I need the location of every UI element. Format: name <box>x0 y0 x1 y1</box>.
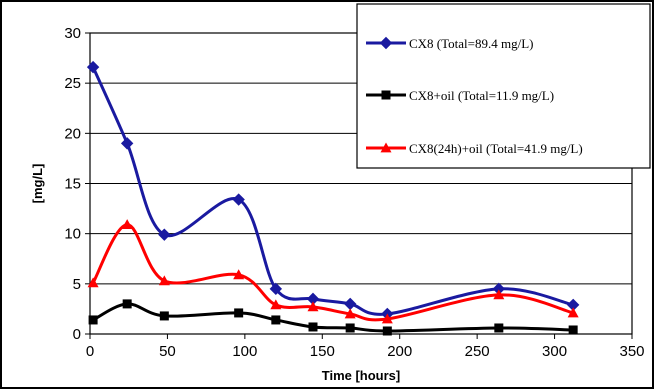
data-point <box>344 308 356 319</box>
y-tick-label: 15 <box>64 176 81 193</box>
x-tick-label: 300 <box>542 343 567 360</box>
y-tick-label: 25 <box>64 75 81 92</box>
data-point <box>87 277 99 288</box>
data-point <box>88 315 98 325</box>
data-point <box>307 301 319 312</box>
series-line <box>91 223 574 322</box>
data-point <box>493 289 505 300</box>
data-point <box>233 269 245 280</box>
data-point <box>86 60 100 74</box>
legend: CX8 (Total=89.4 mg/L) CX8+oil (Total=11.9… <box>356 3 651 169</box>
x-axis-title: Time [hours] <box>322 368 401 383</box>
legend-entry: CX8+oil (Total=11.9 mg/L) <box>409 88 554 103</box>
data-point <box>270 299 282 310</box>
data-point <box>120 137 134 150</box>
legend-entry: CX8 (Total=89.4 mg/L) <box>409 36 534 51</box>
x-tick-label: 200 <box>387 343 412 360</box>
data-point <box>234 308 244 318</box>
y-tick-label: 20 <box>64 125 81 142</box>
series-layer <box>86 60 580 336</box>
x-tick-label: 250 <box>465 343 490 360</box>
data-point <box>158 275 170 286</box>
x-tick-label: 100 <box>232 343 257 360</box>
data-point <box>308 322 318 332</box>
data-point <box>494 323 504 333</box>
data-point <box>232 193 245 206</box>
data-point <box>269 282 283 296</box>
x-tick-label: 150 <box>310 343 335 360</box>
data-point <box>380 142 392 153</box>
series-line <box>92 302 574 333</box>
data-point <box>343 297 357 311</box>
data-point <box>379 36 393 50</box>
y-tick-label: 0 <box>73 326 81 343</box>
data-point <box>568 325 578 335</box>
y-axis-title: [mg/L] <box>30 164 45 204</box>
data-point <box>345 323 355 333</box>
x-tick-label: 50 <box>159 343 176 360</box>
x-tick-label: 350 <box>619 343 644 360</box>
data-point <box>159 311 169 321</box>
data-point <box>567 307 579 318</box>
data-point <box>381 313 393 324</box>
data-point <box>122 299 132 309</box>
data-point <box>121 219 133 230</box>
legend-box <box>356 3 651 169</box>
x-tick-label: 0 <box>86 343 94 360</box>
y-tick-label: 30 <box>64 25 81 42</box>
data-point <box>382 326 392 336</box>
legend-entry: CX8(24h)+oil (Total=41.9 mg/L) <box>409 141 583 156</box>
y-tick-label: 5 <box>73 276 81 293</box>
y-tick-label: 10 <box>64 226 81 243</box>
data-point <box>158 228 171 241</box>
data-point <box>271 315 281 325</box>
data-point <box>381 90 391 100</box>
